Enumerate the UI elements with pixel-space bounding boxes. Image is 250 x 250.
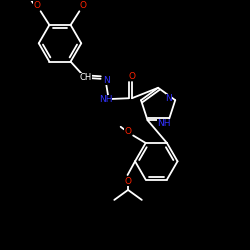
Text: O: O (124, 177, 132, 186)
Text: N: N (166, 94, 172, 104)
Text: CH: CH (80, 73, 92, 82)
Text: NH: NH (99, 95, 112, 104)
Text: O: O (128, 72, 136, 81)
Text: O: O (124, 127, 131, 136)
Text: O: O (80, 1, 87, 10)
Text: NH: NH (158, 120, 171, 128)
Text: N: N (103, 76, 110, 85)
Text: O: O (34, 1, 40, 10)
